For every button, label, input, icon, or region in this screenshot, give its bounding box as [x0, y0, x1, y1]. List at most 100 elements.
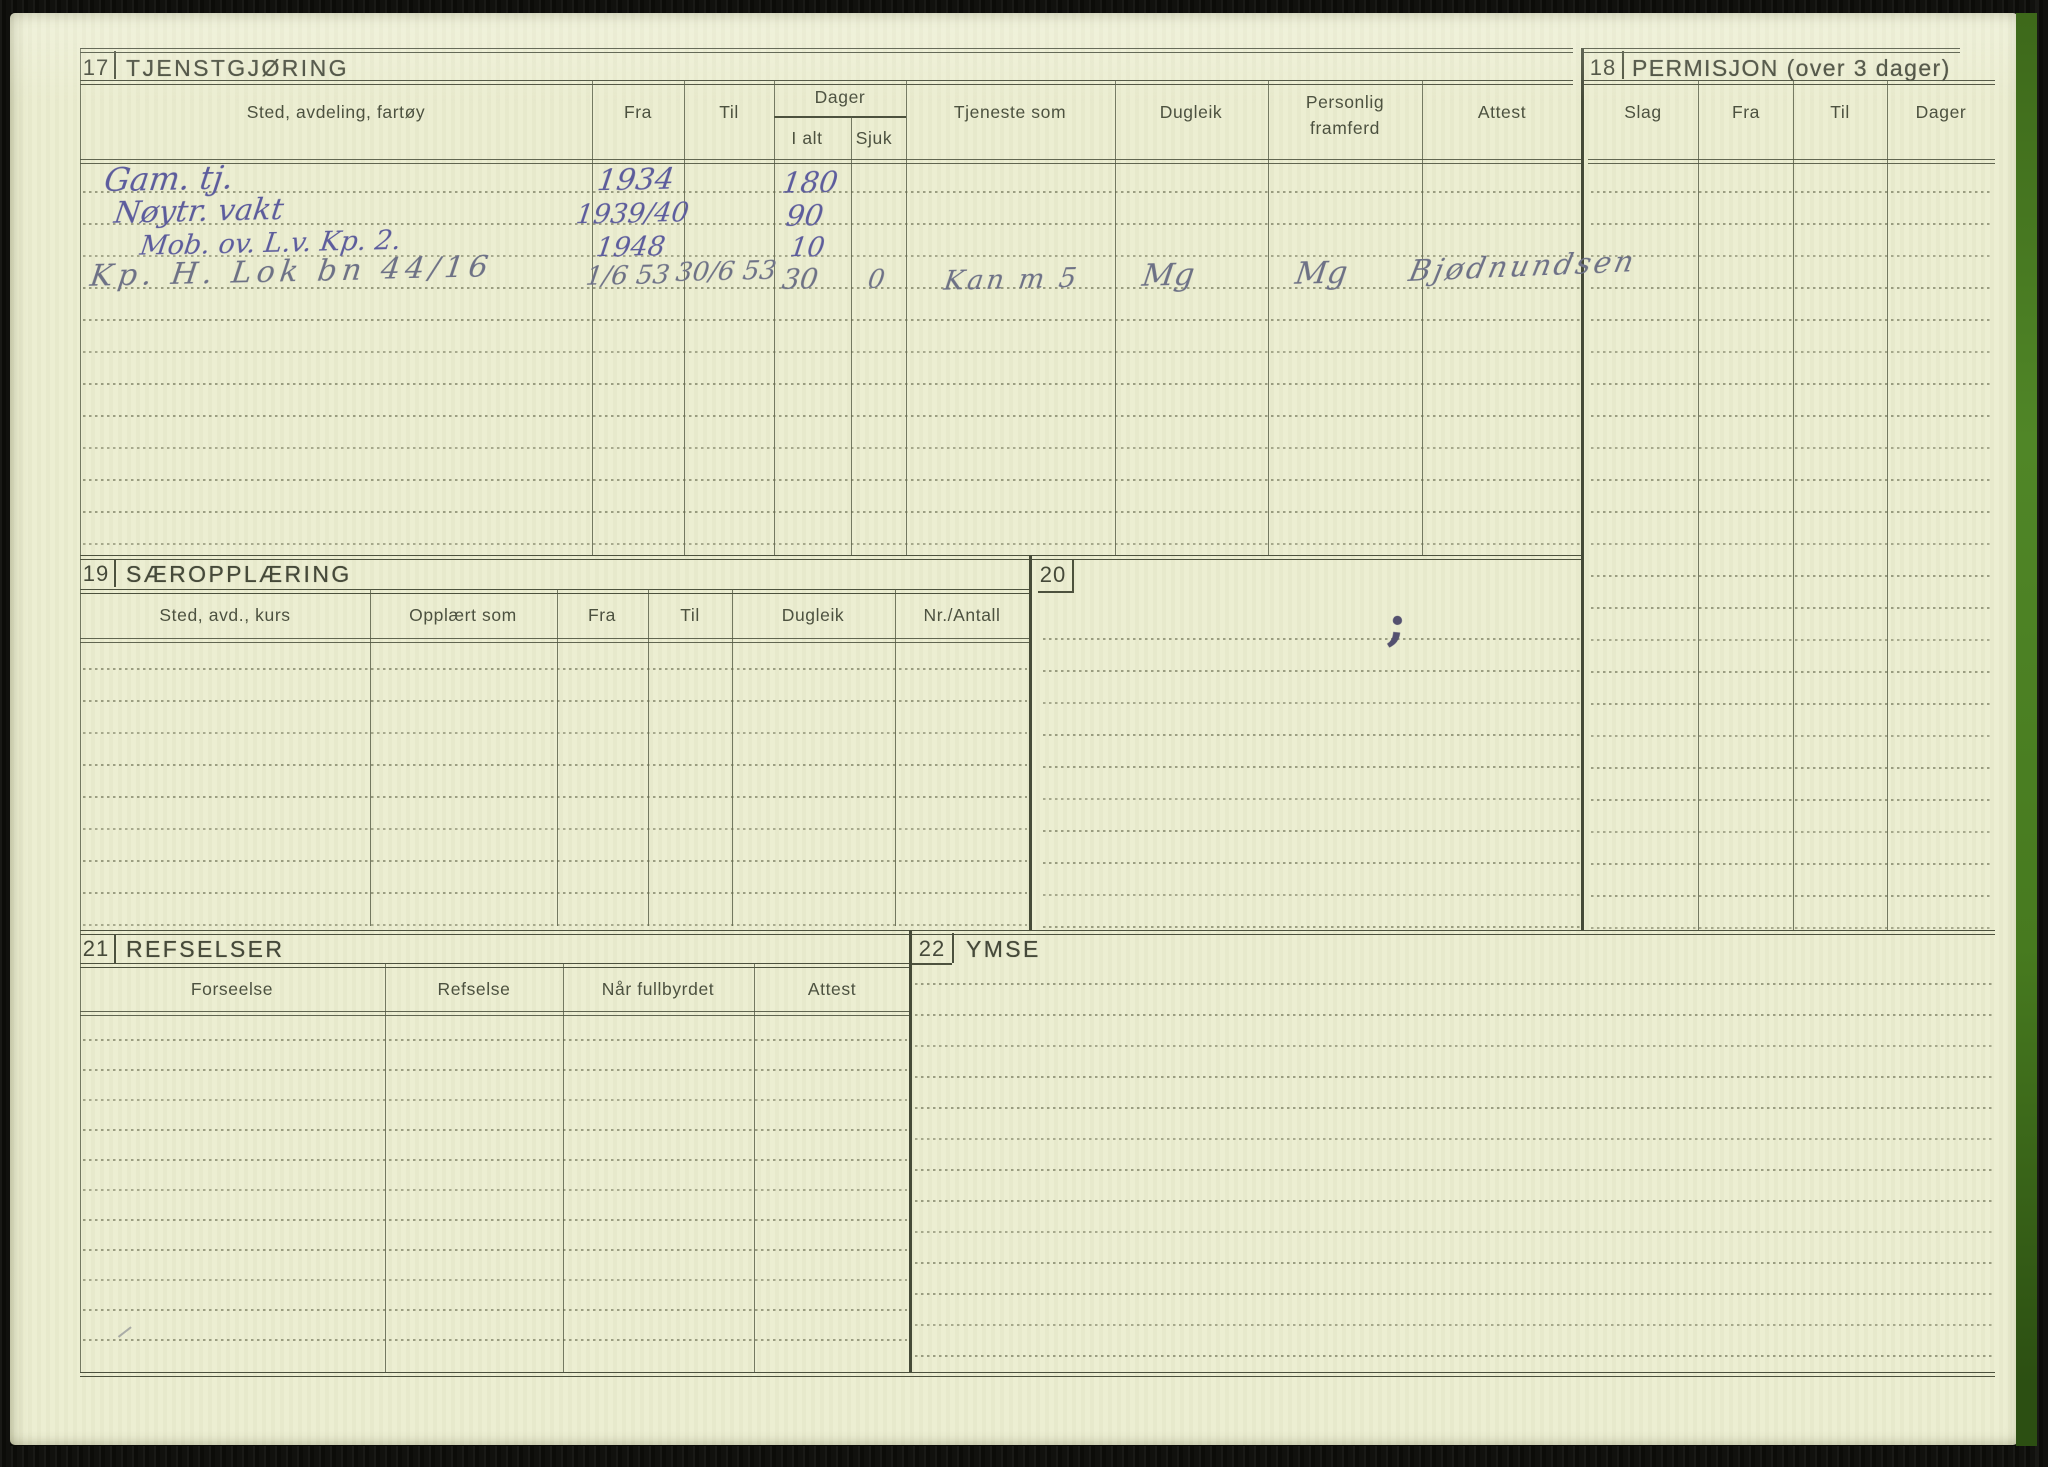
col-fra: Fra — [587, 605, 617, 625]
ruled-row — [80, 1251, 910, 1282]
ruled-row — [1588, 641, 1995, 674]
col-dugleik: Dugleik — [781, 605, 845, 625]
column-rule — [1887, 80, 1889, 930]
ruled-row — [1040, 672, 1583, 705]
rule — [80, 930, 1995, 935]
rule — [80, 48, 1573, 53]
ruled-row — [912, 1202, 1995, 1234]
col-forseelse: Forseelse — [190, 979, 274, 999]
ruled-row — [80, 766, 1030, 799]
ruled-row — [80, 1071, 910, 1102]
rule — [1588, 159, 1995, 164]
entry-ialt: 10 — [788, 232, 827, 264]
section-19-title: SÆROPPLÆRING — [126, 561, 352, 587]
ruled-row — [80, 161, 1583, 194]
ruled-row — [912, 985, 1995, 1017]
ruled-row — [80, 193, 1583, 226]
ruled-row — [80, 417, 1583, 450]
section-22-title: YMSE — [966, 936, 1041, 962]
col-slag: Slag — [1624, 102, 1662, 122]
rule — [80, 963, 910, 968]
col-dager: Dager — [1915, 102, 1967, 122]
scan-border-left — [0, 0, 10, 1467]
ruled-row — [912, 954, 1995, 986]
ruled-row — [1040, 800, 1583, 833]
column-rule — [895, 589, 897, 926]
ruled-row — [80, 1221, 910, 1252]
section-17-number: 17 — [82, 55, 110, 80]
ruled-row — [1588, 257, 1995, 290]
ruled-row — [1588, 577, 1995, 610]
col-attest: Attest — [1477, 102, 1527, 122]
ruled-row — [1040, 704, 1583, 737]
ruled-row — [80, 513, 1583, 546]
ymse-rows — [912, 954, 1995, 1358]
ruled-row — [1588, 897, 1995, 930]
ruled-row — [912, 1140, 1995, 1172]
section-18-number: 18 — [1589, 55, 1617, 80]
ruled-row — [1040, 608, 1583, 641]
ruled-row — [80, 830, 1030, 863]
entry-personlig: Mg — [1293, 254, 1350, 292]
col-personlig-framferd: Personlig framferd — [1305, 92, 1385, 139]
ruled-row — [1588, 673, 1995, 706]
section-divider — [1029, 555, 1032, 930]
column-rule — [370, 589, 372, 926]
ruled-row — [80, 385, 1583, 418]
column-rule — [906, 80, 908, 555]
ruled-row — [912, 1233, 1995, 1265]
rule — [912, 963, 952, 965]
col-sted-avdeling-fartoy: Sted, avdeling, fartøy — [246, 102, 426, 122]
rule — [80, 555, 1583, 560]
entry-fra: 1939/40 — [574, 197, 691, 231]
entry-sted: Nøytr. vakt — [112, 192, 286, 231]
col-opplaert-som: Opplært som — [409, 605, 517, 625]
column-rule — [1422, 80, 1424, 555]
section-17-title: TJENSTGJØRING — [126, 55, 349, 81]
rule — [114, 559, 116, 587]
ruled-row — [912, 1109, 1995, 1141]
ruled-row — [80, 225, 1583, 258]
column-rule — [592, 80, 594, 555]
column-rule — [774, 80, 776, 555]
scan-border-top — [0, 0, 2048, 13]
ruled-row — [80, 353, 1583, 386]
ruled-row — [80, 1011, 910, 1042]
col-til: Til — [680, 605, 700, 625]
column-rule — [732, 589, 734, 926]
ruled-row — [80, 670, 1030, 703]
refselser-rows — [80, 1011, 910, 1342]
card-green-edge — [2016, 6, 2039, 1456]
ruled-row — [1588, 801, 1995, 834]
ruled-row — [1040, 640, 1583, 673]
entry-ialt: 180 — [780, 164, 841, 200]
entry-til: 30/6 53 — [674, 255, 779, 288]
column-rule — [648, 589, 650, 926]
col-attest: Attest — [807, 979, 857, 999]
ruled-row — [1588, 705, 1995, 738]
rule — [1072, 559, 1074, 591]
saeropplaering-rows — [80, 638, 1030, 927]
rule — [774, 116, 906, 118]
ruled-row — [1588, 353, 1995, 386]
ruled-row — [912, 1078, 1995, 1110]
rule — [80, 1372, 1995, 1377]
ruled-row — [912, 1016, 1995, 1048]
ruled-row — [1040, 768, 1583, 801]
rule — [114, 51, 116, 79]
ruled-row — [1588, 417, 1995, 450]
entry-ialt: 30 — [780, 262, 821, 296]
ruled-row — [80, 257, 1583, 290]
ruled-row — [1588, 513, 1995, 546]
rule — [80, 80, 1573, 85]
ruled-row — [1588, 737, 1995, 770]
ruled-row — [912, 1295, 1995, 1327]
ruled-row — [1588, 161, 1995, 194]
ruled-row — [1588, 193, 1995, 226]
rule — [80, 159, 1583, 164]
rule — [80, 638, 1030, 643]
section-21-number: 21 — [82, 936, 110, 961]
col-refselse: Refselse — [437, 979, 511, 999]
ruled-row — [1588, 449, 1995, 482]
section-19-number: 19 — [82, 561, 110, 586]
